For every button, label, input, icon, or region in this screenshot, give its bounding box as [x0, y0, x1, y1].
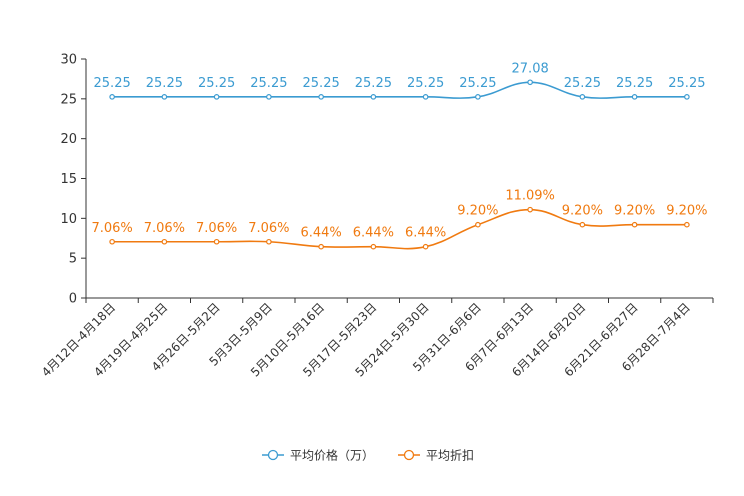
legend-label: 平均折扣 — [426, 448, 474, 463]
data-labels: 25.25 25.25 25.25 25.25 25.25 25.25 25.25 25.25… — [91, 61, 707, 240]
data-point — [213, 94, 220, 100]
legend-item-1[interactable]: 平均折扣 — [398, 448, 474, 463]
data-label: 25.25 — [616, 76, 653, 91]
legend-swatch-marker — [267, 449, 279, 461]
data-point — [579, 94, 586, 100]
data-point — [475, 221, 481, 228]
data-label: 9.20% — [614, 204, 655, 219]
legend-swatch-marker — [403, 449, 415, 461]
data-label: 25.25 — [250, 76, 287, 91]
y-tick-label: 25 — [60, 92, 77, 107]
data-label: 25.25 — [459, 76, 496, 91]
y-tick-label: 30 — [60, 53, 77, 68]
data-point — [684, 221, 690, 228]
data-label: 7.06% — [91, 221, 132, 236]
data-point — [527, 206, 533, 213]
data-label: 7.06% — [144, 221, 185, 236]
data-label: 11.09% — [505, 189, 555, 204]
data-point — [579, 221, 586, 228]
data-point — [109, 94, 115, 100]
series-line-0 — [112, 81, 687, 99]
legend-item-0[interactable]: 平均价格（万） — [262, 448, 374, 463]
data-point — [109, 238, 115, 245]
data-point — [161, 238, 168, 245]
data-label: 25.25 — [564, 76, 601, 91]
legend[interactable]: 平均价格（万） 平均折扣 — [262, 448, 474, 463]
data-label: 7.06% — [248, 221, 289, 236]
data-point — [318, 243, 324, 250]
y-tick-label: 20 — [60, 132, 77, 147]
data-point — [422, 94, 429, 100]
data-label: 25.25 — [668, 76, 705, 91]
data-label: 6.44% — [353, 226, 394, 241]
data-point — [475, 94, 481, 100]
data-point — [370, 94, 377, 100]
y-tick-label: 5 — [69, 252, 77, 267]
data-label: 6.44% — [300, 226, 341, 241]
data-point — [631, 94, 638, 100]
series-layer — [109, 79, 690, 250]
data-label: 9.20% — [562, 204, 603, 219]
y-tick-label: 10 — [60, 212, 77, 227]
data-point — [213, 238, 220, 245]
series-line-1 — [112, 208, 687, 250]
data-point — [422, 243, 429, 250]
data-label: 9.20% — [457, 204, 498, 219]
data-point — [527, 79, 533, 86]
data-point — [161, 94, 168, 100]
data-label: 25.25 — [198, 76, 235, 91]
legend-label: 平均价格（万） — [290, 448, 374, 463]
y-tick-label: 15 — [60, 172, 77, 187]
data-label: 7.06% — [196, 221, 237, 236]
data-label: 25.25 — [407, 76, 444, 91]
data-label: 6.44% — [405, 226, 446, 241]
data-label: 25.25 — [355, 76, 392, 91]
data-label: 27.08 — [512, 61, 549, 76]
data-point — [631, 221, 638, 228]
y-tick-label: 0 — [69, 292, 77, 307]
data-point — [318, 94, 324, 100]
data-point — [370, 243, 377, 250]
data-label: 9.20% — [666, 204, 707, 219]
data-label: 25.25 — [303, 76, 340, 91]
data-point — [266, 238, 272, 245]
data-point — [684, 94, 690, 100]
data-point — [266, 94, 272, 100]
data-label: 25.25 — [146, 76, 183, 91]
data-label: 25.25 — [94, 76, 131, 91]
axes: 0510152025304月12日-4月18日4月19日-4月25日4月26日-… — [39, 53, 714, 380]
